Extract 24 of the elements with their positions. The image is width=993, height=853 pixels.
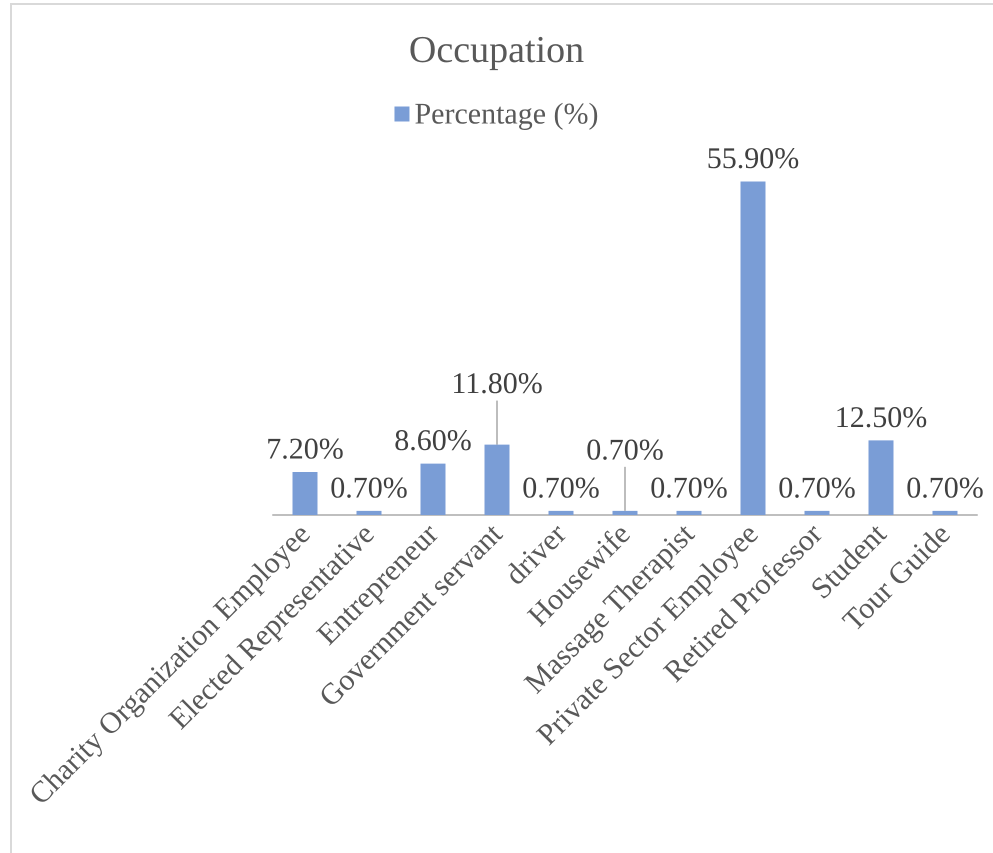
data-label: 0.70%: [906, 471, 984, 504]
data-label: 0.70%: [778, 471, 856, 504]
bar: [740, 181, 766, 515]
bar: [676, 510, 702, 515]
data-label: 0.70%: [650, 471, 728, 504]
data-label: 8.60%: [394, 424, 472, 458]
data-label: 12.50%: [834, 400, 928, 434]
bar: [868, 440, 894, 515]
data-label: 55.90%: [706, 142, 800, 175]
bar: [932, 510, 958, 515]
bar: [612, 510, 638, 515]
data-label: 11.80%: [451, 367, 543, 400]
legend-label: Percentage (%): [414, 98, 599, 130]
bar: [804, 510, 830, 515]
data-label: 0.70%: [586, 433, 664, 466]
data-label: 7.20%: [266, 432, 344, 466]
data-label: 0.70%: [330, 471, 408, 504]
data-label: 0.70%: [522, 471, 600, 504]
chart-title: Occupation: [408, 29, 584, 71]
bar: [292, 472, 318, 515]
bar: [484, 444, 510, 515]
bar: [356, 510, 382, 515]
bar: [548, 510, 574, 515]
bar: [420, 464, 446, 515]
